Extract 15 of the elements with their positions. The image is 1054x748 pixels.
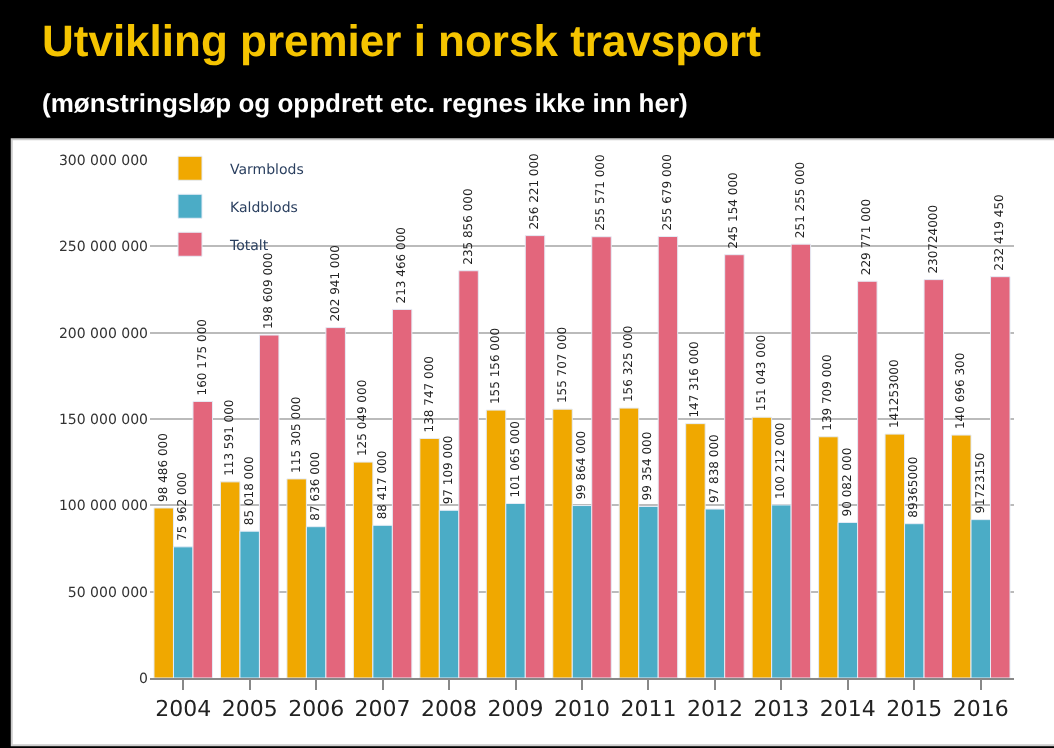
chart-subtitle: (mønstringsløp og oppdrett etc. regnes ikke inn her): [42, 88, 688, 118]
x-tick-label: 2016: [952, 696, 1009, 723]
x-tick-label: 2011: [620, 696, 677, 723]
x-tick-label: 2010: [554, 696, 610, 723]
x-tick-label: 2008: [421, 696, 478, 723]
x-tick-label: 2015: [886, 696, 943, 723]
x-tick-label: 2009: [487, 696, 544, 723]
x-tick-label: 2014: [819, 696, 876, 723]
x-tick-label: 2005: [221, 696, 278, 723]
x-tick-label: 2012: [686, 696, 743, 723]
x-tick-label: 2004: [155, 696, 212, 723]
x-tick-label: 2013: [753, 696, 810, 723]
x-tick-label: 2006: [288, 696, 345, 723]
x-tick-label: 2007: [354, 696, 411, 723]
chart-title: Utvikling premier i norsk travsport: [42, 16, 763, 66]
